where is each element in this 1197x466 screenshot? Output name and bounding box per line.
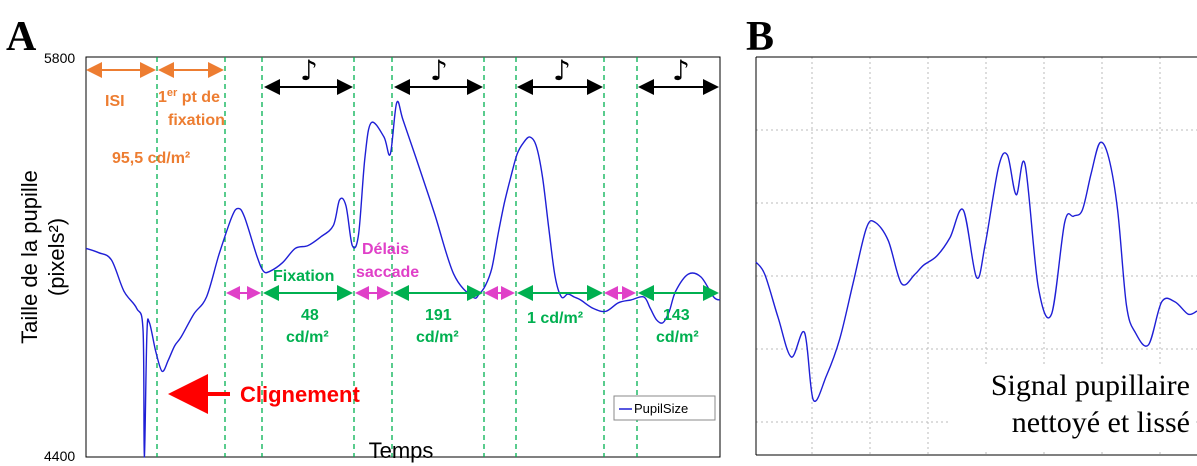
panel-b-annotation-bg <box>950 365 1196 449</box>
panel-b-letter: B <box>746 14 774 60</box>
lum-143-line2: cd/m² <box>656 329 699 346</box>
music-note-icon: ♪ <box>300 54 318 87</box>
y-axis-label-line1: Taille de la pupille <box>17 170 42 344</box>
y-tick-bottom: 4400 <box>44 448 75 464</box>
legend-box <box>613 395 716 421</box>
smoothed-pupil-line <box>755 141 1197 403</box>
panel-a-letter: A <box>6 14 37 60</box>
music-note-icon: ♪ <box>430 54 448 87</box>
y-axis-label-line2: (pixels²) <box>44 218 69 296</box>
fixation-first-label-line1: 1er pt de <box>158 87 220 106</box>
lum-143-line1: 143 <box>663 307 690 324</box>
lum-1-label: 1 cd/m² <box>527 310 583 327</box>
x-axis-label: Temps <box>369 438 434 463</box>
event-markers <box>156 57 638 457</box>
legend-label: PupilSize <box>634 401 688 416</box>
lum-191-line2: cd/m² <box>416 329 459 346</box>
isi-label: ISI <box>105 93 125 110</box>
y-tick-top: 5800 <box>44 50 75 66</box>
lum-48-line2: cd/m² <box>286 329 329 346</box>
music-note-icon: ♪ <box>553 54 571 87</box>
fixation-label: Fixation <box>273 268 334 285</box>
panel-b-annotation-line1: Signal pupillaire <box>991 369 1190 402</box>
pupil-size-line <box>85 100 721 458</box>
delay-label-line1: Délais <box>362 241 409 258</box>
first-luminance-label: 95,5 cd/m² <box>112 150 190 167</box>
delay-label-line2: saccade <box>356 264 419 281</box>
blink-label: Clignement <box>240 382 360 407</box>
panel-a-axes-box <box>85 56 721 458</box>
lum-191-line1: 191 <box>425 307 452 324</box>
panel-b-annotation-line2: nettoyé et lissé <box>1012 406 1190 439</box>
music-note-icon: ♪ <box>672 54 690 87</box>
fixation-first-label-line2: fixation <box>168 112 225 129</box>
lum-48-line1: 48 <box>301 307 319 324</box>
